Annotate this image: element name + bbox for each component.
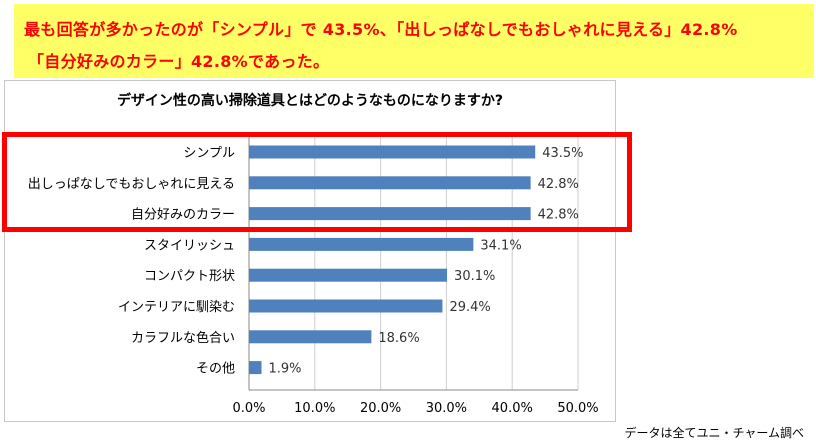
category-label-0: シンプル — [183, 146, 235, 161]
value-label-5: 29.4% — [449, 300, 490, 315]
bar-2 — [249, 207, 531, 221]
source-footnote: データは全てユニ・チャーム調べ — [624, 426, 804, 440]
value-label-4: 30.1% — [454, 269, 495, 284]
category-label-2: 自分好みのカラー — [131, 208, 235, 223]
bar-7 — [249, 361, 262, 375]
x-tick-label-3: 30.0% — [426, 401, 467, 416]
bar-4 — [249, 268, 448, 282]
summary-line-1: 最も回答が多かったのが「シンプル」で 43.5%、「出しっぱなしでもおしゃれに見… — [24, 20, 738, 39]
value-label-2: 42.8% — [538, 208, 579, 223]
summary-line-2: 「自分好みのカラー」42.8%であった。 — [28, 52, 330, 71]
summary-callout: 最も回答が多かったのが「シンプル」で 43.5%、「出しっぱなしでもおしゃれに見… — [14, 4, 814, 78]
bar-0 — [249, 145, 536, 159]
value-label-0: 43.5% — [542, 146, 583, 161]
category-label-3: スタイリッシュ — [144, 238, 235, 253]
value-label-1: 42.8% — [538, 177, 579, 192]
category-label-5: インテリアに馴染む — [118, 300, 235, 315]
category-label-1: 出しっぱなしでもおしゃれに見える — [28, 177, 235, 192]
value-label-6: 18.6% — [378, 331, 419, 346]
bar-6 — [249, 330, 372, 344]
top-three-highlight-box — [2, 132, 632, 232]
bar-3 — [249, 237, 474, 251]
bar-1 — [249, 176, 531, 190]
x-tick-label-2: 20.0% — [360, 401, 401, 416]
value-label-3: 34.1% — [480, 238, 521, 253]
category-label-7: その他 — [196, 362, 235, 377]
category-label-6: カラフルな色合い — [131, 330, 235, 346]
x-tick-label-1: 10.0% — [294, 401, 335, 416]
category-label-4: コンパクト形状 — [144, 269, 235, 284]
chart-title: デザイン性の高い掃除道具とはどのようなものになりますか? — [116, 93, 504, 109]
chart-frame — [4, 80, 616, 422]
value-label-7: 1.9% — [269, 362, 302, 377]
x-tick-label-0: 0.0% — [232, 401, 265, 416]
x-tick-label-4: 40.0% — [492, 401, 533, 416]
x-tick-label-5: 50.0% — [557, 401, 598, 416]
bar-5 — [249, 299, 443, 313]
